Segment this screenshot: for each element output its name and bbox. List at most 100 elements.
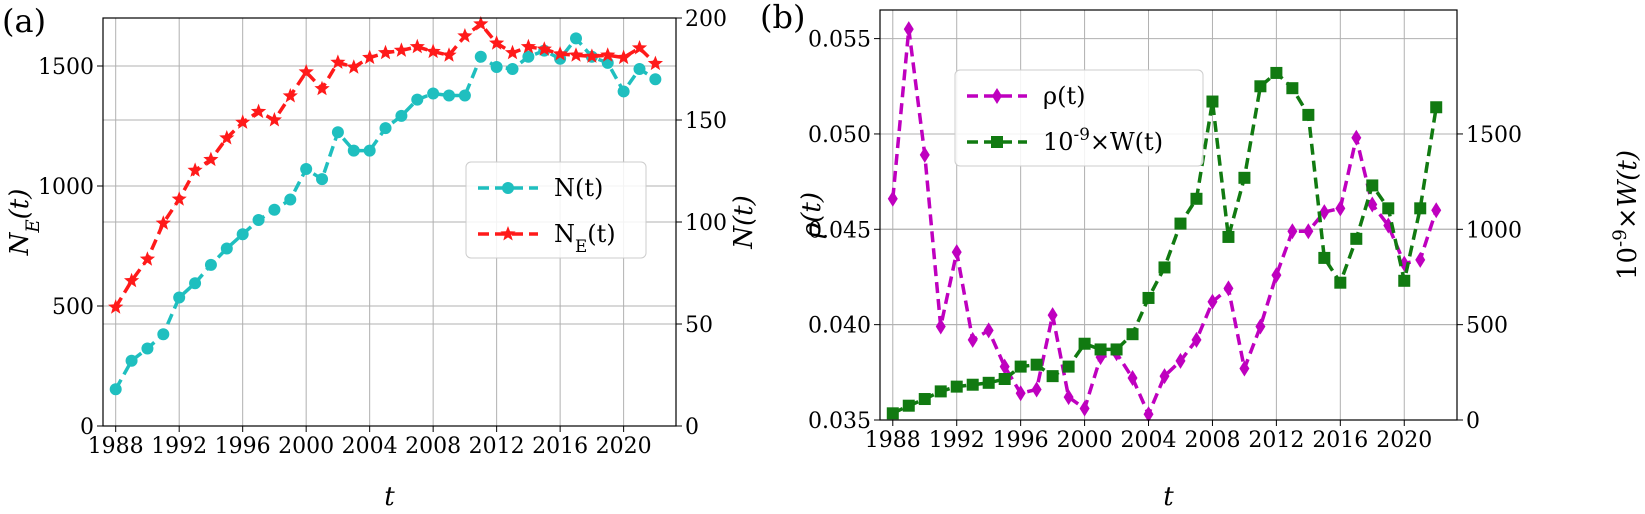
data-point	[250, 103, 267, 119]
data-point	[1319, 204, 1330, 221]
data-point	[393, 42, 409, 57]
legend-label: 10-9×W(t)	[1043, 124, 1163, 156]
data-point	[584, 48, 600, 63]
data-point	[219, 130, 235, 145]
x-tick-label: 1988	[865, 428, 921, 453]
data-point	[474, 50, 487, 63]
data-point	[189, 277, 202, 290]
y-left-tick-label: 0.055	[808, 28, 871, 53]
data-point	[903, 21, 914, 38]
data-point	[1015, 385, 1026, 402]
data-point	[633, 63, 646, 75]
x-tick-label: 2008	[1184, 428, 1240, 453]
y-right-tick-label: 200	[685, 7, 727, 32]
data-point	[601, 56, 614, 69]
x-tick-label: 2000	[1057, 428, 1113, 453]
y-left-axis-label: ρ(t)	[797, 192, 827, 239]
data-point	[204, 258, 217, 271]
data-point	[489, 35, 505, 50]
data-point	[1286, 82, 1299, 95]
data-point	[458, 89, 471, 102]
data-point	[1094, 343, 1107, 356]
data-point	[1126, 328, 1139, 341]
data-point	[617, 85, 630, 98]
data-point	[552, 46, 568, 61]
data-point	[1303, 223, 1314, 240]
data-point	[268, 203, 281, 216]
y-right-tick-label: 150	[685, 109, 727, 134]
data-point	[441, 47, 457, 62]
x-tick-label: 2020	[1376, 428, 1432, 453]
panel-label: (b)	[760, 0, 805, 36]
y-left-tick-label: 0.045	[808, 218, 871, 243]
data-point	[1142, 291, 1155, 304]
y-right-tick-label: 0	[1466, 409, 1480, 434]
series-line	[891, 28, 1438, 419]
data-point	[1398, 274, 1411, 287]
y-right-tick-label: 500	[1466, 314, 1508, 339]
x-tick-label: 1996	[993, 428, 1049, 453]
data-point	[425, 43, 441, 59]
data-point	[522, 50, 535, 63]
x-tick-label: 2012	[469, 434, 525, 459]
data-point	[934, 385, 947, 398]
data-point	[1078, 337, 1091, 350]
data-point	[649, 73, 662, 86]
data-point	[187, 162, 203, 177]
legend: N(t) NE(t)	[465, 161, 647, 259]
series-W(t)	[886, 66, 1443, 420]
y-right-axis-label: 10-9×W(t)	[1610, 150, 1644, 280]
data-point	[411, 93, 424, 106]
y-right-axis-label: N(t)	[729, 195, 759, 250]
series-rho(t)	[887, 21, 1442, 423]
y-left-tick-label: 500	[52, 295, 94, 320]
data-point	[1287, 223, 1298, 240]
data-point	[951, 244, 962, 261]
data-point	[1127, 370, 1138, 387]
y-left-tick-label: 1000	[38, 175, 94, 200]
data-point	[300, 162, 313, 175]
data-point	[124, 272, 140, 288]
legend-label: N(t)	[554, 174, 603, 202]
data-point	[409, 38, 425, 54]
data-point	[473, 16, 489, 31]
legend-marker	[500, 226, 516, 241]
data-point	[1062, 360, 1075, 373]
data-point	[1174, 217, 1187, 230]
plot-frame	[879, 9, 1458, 421]
x-tick-label: 2000	[278, 434, 334, 459]
legend-label: NE(t)	[554, 220, 616, 256]
data-point	[616, 49, 632, 65]
data-point	[1351, 129, 1362, 146]
data-point	[600, 47, 616, 62]
data-point	[504, 44, 521, 60]
data-point	[1239, 360, 1250, 377]
data-point	[252, 213, 265, 226]
data-point	[157, 328, 170, 341]
data-point	[1367, 196, 1378, 213]
panel-a: 1988 1992 1996 2000 2004 2008 2012 2016 20200500…	[2, 2, 759, 512]
y-right-tick-label: 1000	[1466, 218, 1522, 243]
data-point	[314, 80, 330, 96]
y-left-axis-label: NE(t)	[5, 189, 44, 257]
y-right-tick-label: 1500	[1466, 123, 1522, 148]
data-point	[1175, 352, 1186, 369]
y-left-tick-label: 0	[80, 415, 94, 440]
data-point	[141, 342, 154, 355]
data-point	[363, 144, 376, 157]
y-left-tick-label: 0.035	[808, 409, 871, 434]
data-point	[298, 64, 314, 79]
y-right-tick-label: 0	[685, 415, 699, 440]
data-point	[919, 146, 930, 163]
data-point	[1014, 360, 1027, 373]
data-point	[331, 126, 344, 139]
data-point	[1047, 307, 1058, 324]
y-left-tick-label: 0.050	[808, 123, 871, 148]
x-tick-label: 1992	[929, 428, 985, 453]
y-left-tick-label: 0.040	[808, 314, 871, 339]
x-tick-label: 1988	[88, 434, 144, 459]
data-point	[1190, 192, 1203, 205]
data-point	[316, 173, 329, 186]
data-point	[427, 87, 440, 100]
x-tick-label: 1996	[215, 434, 271, 459]
